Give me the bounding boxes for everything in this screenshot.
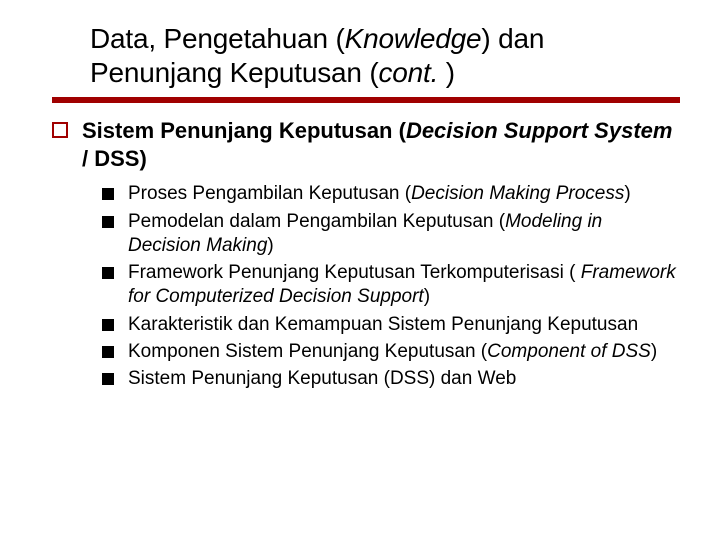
title-underline-rule xyxy=(52,97,680,103)
outline-square-icon xyxy=(52,122,68,138)
list-item: Sistem Penunjang Keputusan (DSS) dan Web xyxy=(102,367,680,391)
list-item-text: Pemodelan dalam Pengambilan Keputusan (M… xyxy=(128,210,680,259)
text-part: Komponen Sistem Penunjang Keputusan ( xyxy=(128,341,487,362)
text-part: Sistem Penunjang Keputusan (DSS) dan Web xyxy=(128,368,516,389)
list-item-text: Framework Penunjang Keputusan Terkompute… xyxy=(128,261,680,310)
filled-square-icon xyxy=(102,188,114,200)
text-part: Proses Pengambilan Keputusan ( xyxy=(128,183,411,204)
list-item: Framework Penunjang Keputusan Terkompute… xyxy=(102,261,680,310)
text-italic: Component of DSS xyxy=(487,341,651,362)
sub-bullet-list: Proses Pengambilan Keputusan (Decision M… xyxy=(102,182,680,392)
list-item-text: Proses Pengambilan Keputusan (Decision M… xyxy=(128,182,680,206)
text-part: ) xyxy=(651,341,657,362)
outline-text: Sistem Penunjang Keputusan (Decision Sup… xyxy=(82,117,680,172)
text-part: ) xyxy=(624,183,630,204)
outline-italic-1: Decision Support System xyxy=(406,118,673,143)
list-item: Proses Pengambilan Keputusan (Decision M… xyxy=(102,182,680,206)
list-item: Karakteristik dan Kemampuan Sistem Penun… xyxy=(102,313,680,337)
filled-square-icon xyxy=(102,267,114,279)
text-part: ) xyxy=(424,286,430,307)
outline-part-1: Sistem Penunjang Keputusan ( xyxy=(82,118,406,143)
outline-item: Sistem Penunjang Keputusan (Decision Sup… xyxy=(52,117,680,172)
slide-title: Data, Pengetahuan (Knowledge) dan Penunj… xyxy=(90,22,680,89)
text-part: Pemodelan dalam Pengambilan Keputusan ( xyxy=(128,211,505,232)
slide: Data, Pengetahuan (Knowledge) dan Penunj… xyxy=(0,0,720,540)
outline-part-2: / DSS) xyxy=(82,146,147,171)
list-item: Komponen Sistem Penunjang Keputusan (Com… xyxy=(102,340,680,364)
text-part: Framework Penunjang Keputusan Terkompute… xyxy=(128,262,581,283)
filled-square-icon xyxy=(102,216,114,228)
list-item-text: Karakteristik dan Kemampuan Sistem Penun… xyxy=(128,313,680,337)
filled-square-icon xyxy=(102,373,114,385)
list-item-text: Sistem Penunjang Keputusan (DSS) dan Web xyxy=(128,367,680,391)
list-item: Pemodelan dalam Pengambilan Keputusan (M… xyxy=(102,210,680,259)
text-part: Karakteristik dan Kemampuan Sistem Penun… xyxy=(128,314,638,335)
title-part-3: ) xyxy=(438,57,455,88)
title-part-1: Data, Pengetahuan ( xyxy=(90,23,345,54)
list-item-text: Komponen Sistem Penunjang Keputusan (Com… xyxy=(128,340,680,364)
filled-square-icon xyxy=(102,346,114,358)
text-italic: Decision Making Process xyxy=(411,183,624,204)
text-part: ) xyxy=(267,235,273,256)
title-italic-1: Knowledge xyxy=(345,23,482,54)
filled-square-icon xyxy=(102,319,114,331)
title-italic-2: cont. xyxy=(378,57,438,88)
